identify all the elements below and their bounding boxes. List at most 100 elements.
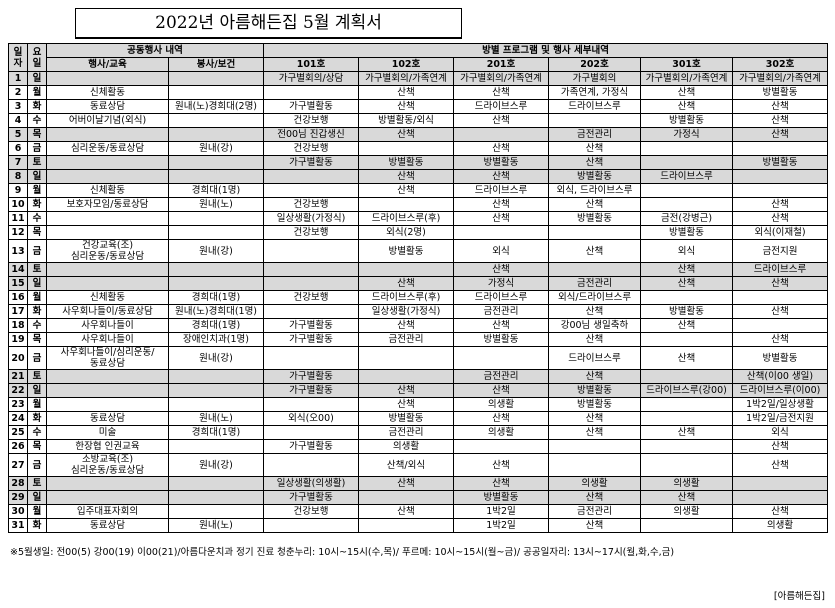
cell: 외식 <box>731 425 829 440</box>
cell: 외식(오00) <box>263 411 359 426</box>
row: 2 월 신체활동 산책 산책 가족연계, 가정식 산책 방별활동 <box>8 85 829 100</box>
cell: 산책 <box>358 183 454 198</box>
cell: 산책 <box>453 411 549 426</box>
cell: 산책 <box>640 276 733 291</box>
cell: 건강보행 <box>263 504 359 519</box>
cell <box>46 211 169 226</box>
cell <box>731 169 829 184</box>
row: 30 월 입주대표자회의 건강보행 산책 1박2일 금전관리 의생활 산책 <box>8 504 829 519</box>
cell <box>453 439 549 454</box>
cell: 방별활동 <box>731 346 829 370</box>
cell <box>731 318 829 333</box>
cell: 산책 <box>548 518 641 533</box>
cell: 원내(강) <box>168 346 264 370</box>
cell: 산책 <box>548 304 641 319</box>
cell: 7 <box>8 155 28 170</box>
cell: 외식 <box>453 239 549 263</box>
cell: 의생활 <box>548 476 641 491</box>
cell: 원내(강) <box>168 453 264 477</box>
cell: 심리운동/동료상담 <box>46 141 169 156</box>
cell: 산책 <box>731 304 829 319</box>
cell: 외식(2명) <box>358 225 454 240</box>
cell: 신체활동 <box>46 85 169 100</box>
cell: 일 <box>27 383 47 398</box>
cell: 산책 <box>640 318 733 333</box>
cell <box>358 262 454 277</box>
cell: 보호자모임/동료상담 <box>46 197 169 212</box>
cell: 산책 <box>358 276 454 291</box>
cell <box>168 490 264 505</box>
cell: 산책 <box>731 504 829 519</box>
cell <box>168 127 264 142</box>
cell <box>46 369 169 384</box>
cell: 산책 <box>640 99 733 114</box>
cell: 금 <box>27 453 47 477</box>
cell <box>263 425 359 440</box>
cell: 산책 <box>640 262 733 277</box>
row: 31 화 동료상담 원내(노) 1박2일 산책 의생활 <box>8 518 829 533</box>
cell <box>46 169 169 184</box>
row: 17 화 사우회나들이/동료상담 원내(노)경희대(1명) 일상생활(가정식) 금전관리 산… <box>8 304 829 319</box>
cell: 산책 <box>358 169 454 184</box>
cell: 2 <box>8 85 28 100</box>
head-cell: 301호 <box>640 57 733 72</box>
cell: 방별활동 <box>548 397 641 412</box>
cell: 의생활 <box>453 397 549 412</box>
row: 29 일 가구별활동 방별활동 산책 산책 <box>8 490 829 505</box>
cell <box>640 290 733 305</box>
cell: 가구별활동 <box>263 332 359 347</box>
row: 27 금 소방교육(조) 심리운동/동료상담 원내(강) 산책/외식 산책 산책 <box>8 453 829 477</box>
cell: 드라이브스루(후) <box>358 290 454 305</box>
cell: 4 <box>8 113 28 128</box>
cell: 3 <box>8 99 28 114</box>
cell: 의생활 <box>358 439 454 454</box>
cell: 금 <box>27 346 47 370</box>
cell <box>263 346 359 370</box>
cell: 28 <box>8 476 28 491</box>
cell: 건강보행 <box>263 225 359 240</box>
cell <box>640 197 733 212</box>
row: 18 수 사우회나들이 경희대(1명) 가구별활동 산책 산책 강00님 생일축하 산책 <box>8 318 829 333</box>
cell <box>168 71 264 86</box>
cell: 드라이브스루 <box>548 99 641 114</box>
title: 2022년 아름해든집 5월 계획서 <box>75 8 462 39</box>
cell <box>263 169 359 184</box>
cell <box>46 262 169 277</box>
cell <box>548 225 641 240</box>
cell: 원내(노) <box>168 518 264 533</box>
cell <box>640 411 733 426</box>
cell: 산책 <box>358 504 454 519</box>
cell <box>263 397 359 412</box>
cell: 일 <box>27 490 47 505</box>
cell: 금전관리 <box>453 304 549 319</box>
row: 12 목 건강보행 외식(2명) 방별활동 외식(이재철) <box>8 225 829 240</box>
head-cell: 202호 <box>548 57 641 72</box>
cell: 금전관리 <box>548 276 641 291</box>
cell <box>358 518 454 533</box>
cell: 방별활동 <box>640 225 733 240</box>
cell: 산책 <box>358 127 454 142</box>
cell: 20 <box>8 346 28 370</box>
cell: 드라이브스루 <box>453 290 549 305</box>
cell: 동료상담 <box>46 99 169 114</box>
cell: 외식(이재철) <box>731 225 829 240</box>
cell <box>46 225 169 240</box>
cell: 방별활동 <box>358 239 454 263</box>
cell: 31 <box>8 518 28 533</box>
row: 9 월 신체활동 경희대(1명) 산책 드라이브스루 외식, 드라이브스루 <box>8 183 829 198</box>
cell: 일상생활(가정식) <box>358 304 454 319</box>
cell: 경희대(1명) <box>168 425 264 440</box>
cell <box>640 332 733 347</box>
cell: 원내(노) <box>168 411 264 426</box>
head-cell: 봉사/보건 <box>168 57 264 72</box>
cell: 산책 <box>453 169 549 184</box>
cell <box>263 85 359 100</box>
cell: 산책(이00 생일) <box>731 369 829 384</box>
cell: 8 <box>8 169 28 184</box>
cell: 일 <box>27 71 47 86</box>
cell: 23 <box>8 397 28 412</box>
cell: 22 <box>8 383 28 398</box>
cell: 사우회나들이/심리운동/ 동료상담 <box>46 346 169 370</box>
cell: 가구별회의/가족연계 <box>358 71 454 86</box>
cell: 산책 <box>453 113 549 128</box>
